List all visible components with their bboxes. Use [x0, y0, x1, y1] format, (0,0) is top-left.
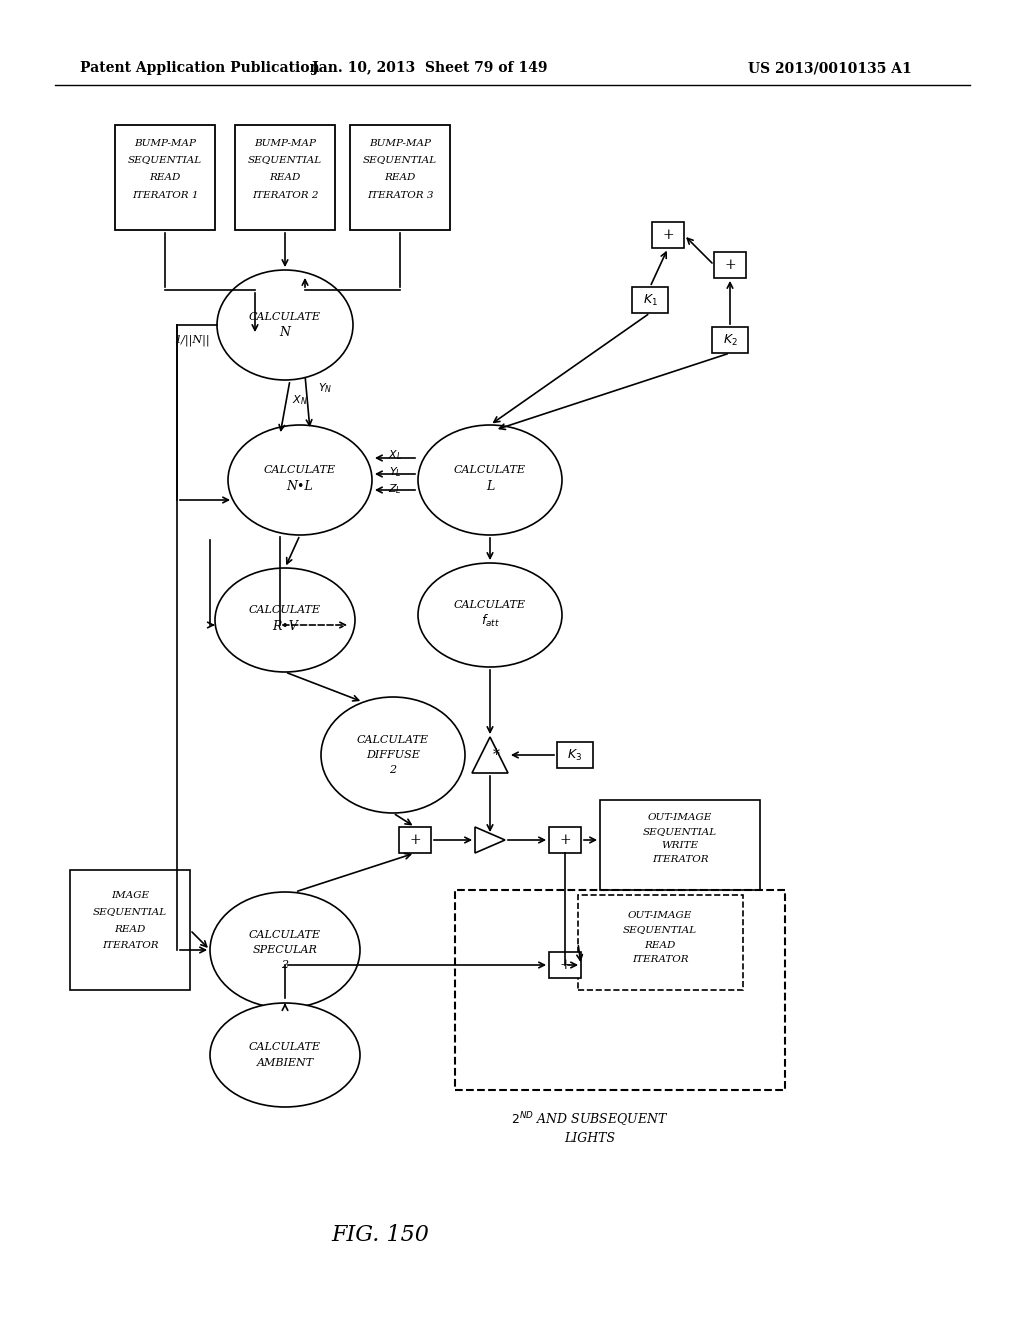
Ellipse shape: [418, 564, 562, 667]
Text: SEQUENTIAL: SEQUENTIAL: [362, 156, 437, 165]
Text: LIGHTS: LIGHTS: [564, 1131, 615, 1144]
Text: READ: READ: [269, 173, 301, 181]
Text: ITERATOR: ITERATOR: [632, 956, 688, 965]
Ellipse shape: [418, 425, 562, 535]
Text: WRITE: WRITE: [662, 842, 698, 850]
Polygon shape: [472, 737, 508, 774]
Text: $Y_L$: $Y_L$: [389, 465, 401, 479]
Ellipse shape: [210, 1003, 360, 1107]
Text: Patent Application Publication: Patent Application Publication: [80, 61, 319, 75]
Text: US 2013/0010135 A1: US 2013/0010135 A1: [749, 61, 912, 75]
Text: CALCULATE: CALCULATE: [264, 465, 336, 475]
Text: L: L: [485, 479, 495, 492]
Text: +: +: [724, 257, 736, 272]
Bar: [600, 800, 760, 890]
Text: +: +: [559, 833, 570, 847]
Text: SEQUENTIAL: SEQUENTIAL: [643, 828, 717, 837]
Text: SEQUENTIAL: SEQUENTIAL: [623, 925, 697, 935]
Ellipse shape: [217, 271, 353, 380]
Text: N•L: N•L: [287, 479, 313, 492]
Text: READ: READ: [384, 173, 416, 181]
Text: 1/||N||: 1/||N||: [174, 334, 210, 346]
Bar: [652, 222, 684, 248]
Text: $K_1$: $K_1$: [642, 293, 657, 308]
Text: FIG. 150: FIG. 150: [331, 1224, 429, 1246]
Text: +: +: [410, 833, 421, 847]
Text: BUMP-MAP: BUMP-MAP: [134, 139, 196, 148]
Text: R•V: R•V: [272, 619, 298, 632]
Text: 2: 2: [282, 960, 289, 970]
Text: CALCULATE: CALCULATE: [454, 465, 526, 475]
Text: SEQUENTIAL: SEQUENTIAL: [128, 156, 202, 165]
Text: ITERATOR 3: ITERATOR 3: [367, 190, 433, 199]
Bar: [557, 742, 593, 768]
Bar: [714, 252, 746, 279]
Text: $Z_L$: $Z_L$: [388, 482, 401, 496]
Text: SPECULAR: SPECULAR: [253, 945, 317, 954]
Text: OUT-IMAGE: OUT-IMAGE: [648, 813, 712, 822]
Text: $Y_N$: $Y_N$: [317, 381, 332, 395]
Text: ITERATOR 1: ITERATOR 1: [132, 190, 199, 199]
Text: ITERATOR 2: ITERATOR 2: [252, 190, 318, 199]
Bar: [70, 870, 190, 990]
Polygon shape: [475, 828, 505, 853]
Text: SEQUENTIAL: SEQUENTIAL: [248, 156, 323, 165]
Bar: [632, 286, 668, 313]
Text: *: *: [493, 748, 500, 762]
Bar: [115, 125, 215, 230]
Text: DIFFUSE: DIFFUSE: [366, 750, 420, 760]
Text: CALCULATE: CALCULATE: [249, 931, 321, 940]
Text: N: N: [280, 326, 291, 339]
Ellipse shape: [210, 892, 360, 1008]
Text: ITERATOR: ITERATOR: [101, 941, 159, 950]
Text: CALCULATE: CALCULATE: [249, 1041, 321, 1052]
Text: CALCULATE: CALCULATE: [249, 605, 321, 615]
Text: Jan. 10, 2013  Sheet 79 of 149: Jan. 10, 2013 Sheet 79 of 149: [312, 61, 548, 75]
Bar: [549, 952, 581, 978]
Text: ITERATOR: ITERATOR: [651, 855, 709, 865]
Text: BUMP-MAP: BUMP-MAP: [254, 139, 316, 148]
Text: $X_L$: $X_L$: [388, 447, 402, 462]
Text: +: +: [559, 958, 570, 972]
Text: $2^{ND}$ AND SUBSEQUENT: $2^{ND}$ AND SUBSEQUENT: [511, 1111, 669, 1129]
Text: READ: READ: [115, 924, 145, 933]
Bar: [712, 327, 748, 352]
Text: +: +: [663, 228, 674, 242]
Bar: [455, 890, 785, 1090]
Bar: [234, 125, 335, 230]
Ellipse shape: [215, 568, 355, 672]
Text: 2: 2: [389, 766, 396, 775]
Text: $f_{att}$: $f_{att}$: [480, 612, 500, 630]
Bar: [549, 828, 581, 853]
Text: CALCULATE: CALCULATE: [357, 735, 429, 744]
Text: READ: READ: [150, 173, 180, 181]
Text: READ: READ: [644, 940, 676, 949]
Text: $K_3$: $K_3$: [567, 747, 583, 763]
Text: IMAGE: IMAGE: [111, 891, 150, 899]
Bar: [578, 895, 742, 990]
Bar: [350, 125, 450, 230]
Bar: [399, 828, 431, 853]
Text: OUT-IMAGE: OUT-IMAGE: [628, 911, 692, 920]
Text: CALCULATE: CALCULATE: [249, 312, 321, 322]
Text: AMBIENT: AMBIENT: [256, 1059, 313, 1068]
Text: BUMP-MAP: BUMP-MAP: [369, 139, 431, 148]
Text: $X_N$: $X_N$: [292, 393, 308, 407]
Text: $K_2$: $K_2$: [723, 333, 737, 347]
Text: CALCULATE: CALCULATE: [454, 601, 526, 610]
Ellipse shape: [228, 425, 372, 535]
Ellipse shape: [321, 697, 465, 813]
Text: SEQUENTIAL: SEQUENTIAL: [93, 908, 167, 916]
